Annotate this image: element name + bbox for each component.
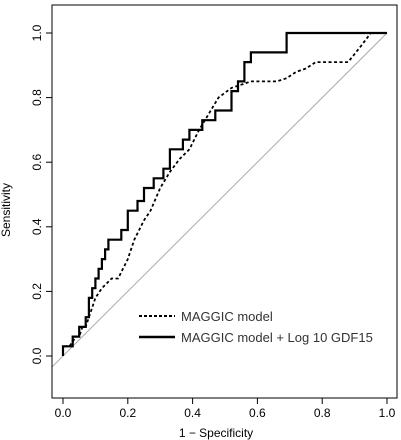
axes: 0.0 0.2 0.4 0.6 0.8 1.0 0.0 0.2 0.4 0.6 0.8 1.0 (30, 4, 398, 420)
reference-line (52, 32, 388, 368)
x-tick-label: 0.0 (55, 406, 72, 420)
legend: MAGGIC model MAGGIC model + Log 10 GDF15 (139, 309, 373, 345)
x-tick-label: 0.8 (314, 406, 331, 420)
y-tick-label: 0.2 (30, 283, 44, 300)
x-tick-label: 0.6 (249, 406, 266, 420)
x-tick-label: 0.2 (119, 406, 136, 420)
x-axis-title: 1 − Specificity (179, 426, 253, 440)
legend-label-2: MAGGIC model + Log 10 GDF15 (181, 330, 373, 345)
y-axis-title: Sensitivity (0, 183, 13, 237)
y-tick-label: 0.6 (30, 154, 44, 171)
y-tick-label: 0.0 (30, 347, 44, 364)
legend-label-1: MAGGIC model (181, 309, 273, 324)
y-tick-label: 0.8 (30, 89, 44, 106)
plot-frame (51, 4, 398, 399)
series-line-2 (61, 31, 387, 356)
y-tick-label: 1.0 (30, 24, 44, 41)
plot-content (52, 31, 388, 368)
x-tick-label: 0.4 (184, 406, 201, 420)
x-tick-label: 1.0 (379, 406, 396, 420)
y-tick-label: 0.4 (30, 218, 44, 235)
plot-area (52, 31, 388, 368)
series-line-1 (62, 32, 387, 356)
